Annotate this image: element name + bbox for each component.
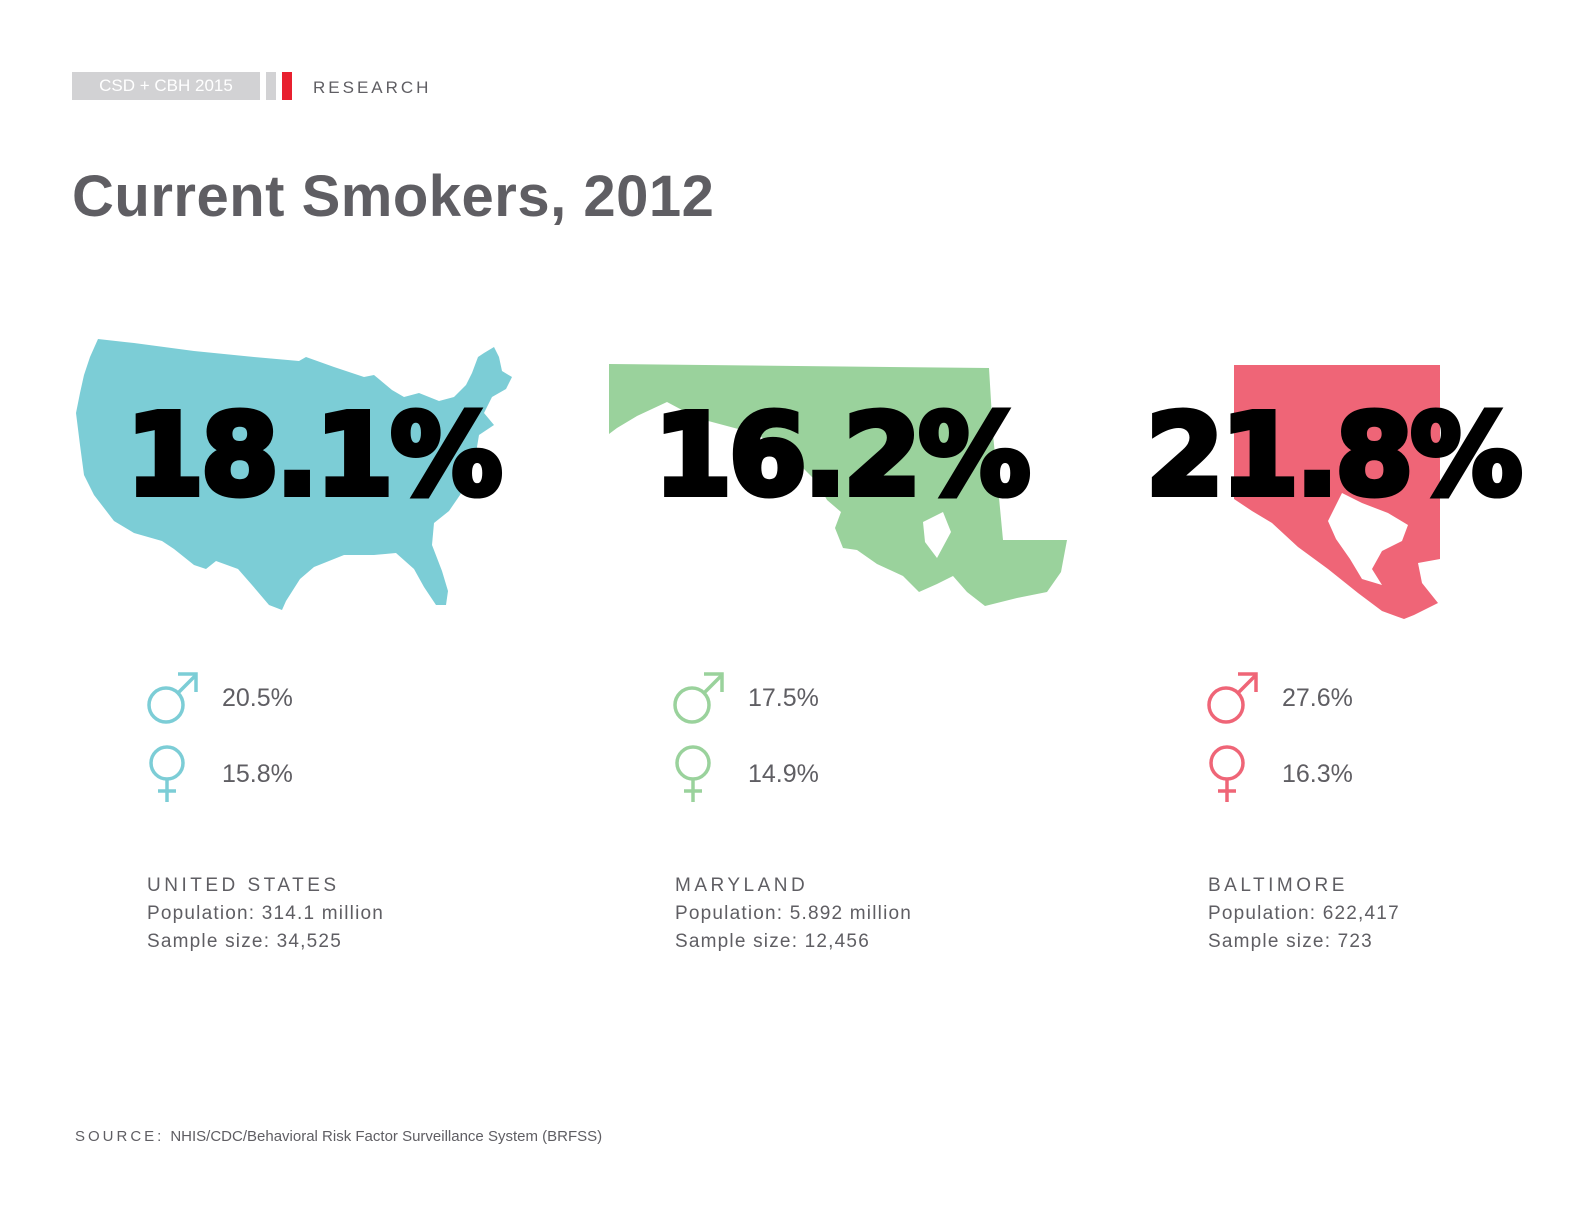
region-sample-size: Sample size: 12,456: [675, 931, 870, 952]
male-icon: [1207, 672, 1258, 724]
baltimore-map-icon: [1234, 365, 1440, 619]
female-icon: [675, 745, 711, 802]
md-male-pct: 17.5%: [748, 683, 819, 712]
page-title: Current Smokers, 2012: [72, 164, 715, 229]
balt-overall-pct: 21.8%: [1143, 391, 1526, 521]
source-label: SOURCE:: [75, 1128, 165, 1145]
balt-male-pct: 27.6%: [1282, 683, 1353, 712]
balt-female-row: 16.3%: [1206, 744, 1353, 804]
female-icon: [149, 745, 185, 802]
maryland-map-icon: [609, 364, 1067, 606]
us-female-pct: 15.8%: [222, 759, 293, 788]
male-icon: [147, 672, 198, 724]
balt-info: BALTIMORE Population: 622,417 Sample siz…: [1208, 872, 1400, 956]
region-name: MARYLAND: [675, 875, 809, 896]
md-overall-pct: 16.2%: [651, 391, 1034, 521]
source-note: SOURCE: NHIS/CDC/Behavioral Risk Factor S…: [75, 1128, 602, 1145]
region-population: Population: 5.892 million: [675, 903, 913, 924]
region-population: Population: 622,417: [1208, 903, 1400, 924]
us-overall-pct: 18.1%: [123, 391, 506, 521]
region-population: Population: 314.1 million: [147, 903, 385, 924]
balt-female-pct: 16.3%: [1282, 759, 1353, 788]
md-info: MARYLAND Population: 5.892 million Sampl…: [675, 872, 912, 956]
region-sample-size: Sample size: 34,525: [147, 931, 342, 952]
usa-map-icon: [76, 339, 512, 610]
header-red-bar: [282, 72, 292, 100]
us-male-row: 20.5%: [146, 670, 293, 726]
md-female-row: 14.9%: [672, 744, 819, 804]
balt-male-row: 27.6%: [1206, 670, 1353, 726]
male-icon: [673, 672, 724, 724]
us-female-row: 15.8%: [146, 744, 293, 804]
region-name: UNITED STATES: [147, 875, 340, 896]
md-female-pct: 14.9%: [748, 759, 819, 788]
region-sample-size: Sample size: 723: [1208, 931, 1373, 952]
header-tag: CSD + CBH 2015: [72, 72, 260, 100]
female-icon: [1209, 745, 1245, 802]
us-male-pct: 20.5%: [222, 683, 293, 712]
header-grey-bar: [266, 72, 276, 100]
us-info: UNITED STATES Population: 314.1 million …: [147, 872, 384, 956]
section-label: RESEARCH: [313, 78, 432, 97]
md-male-row: 17.5%: [672, 670, 819, 726]
source-text: NHIS/CDC/Behavioral Risk Factor Surveill…: [170, 1128, 603, 1145]
region-name: BALTIMORE: [1208, 875, 1348, 896]
